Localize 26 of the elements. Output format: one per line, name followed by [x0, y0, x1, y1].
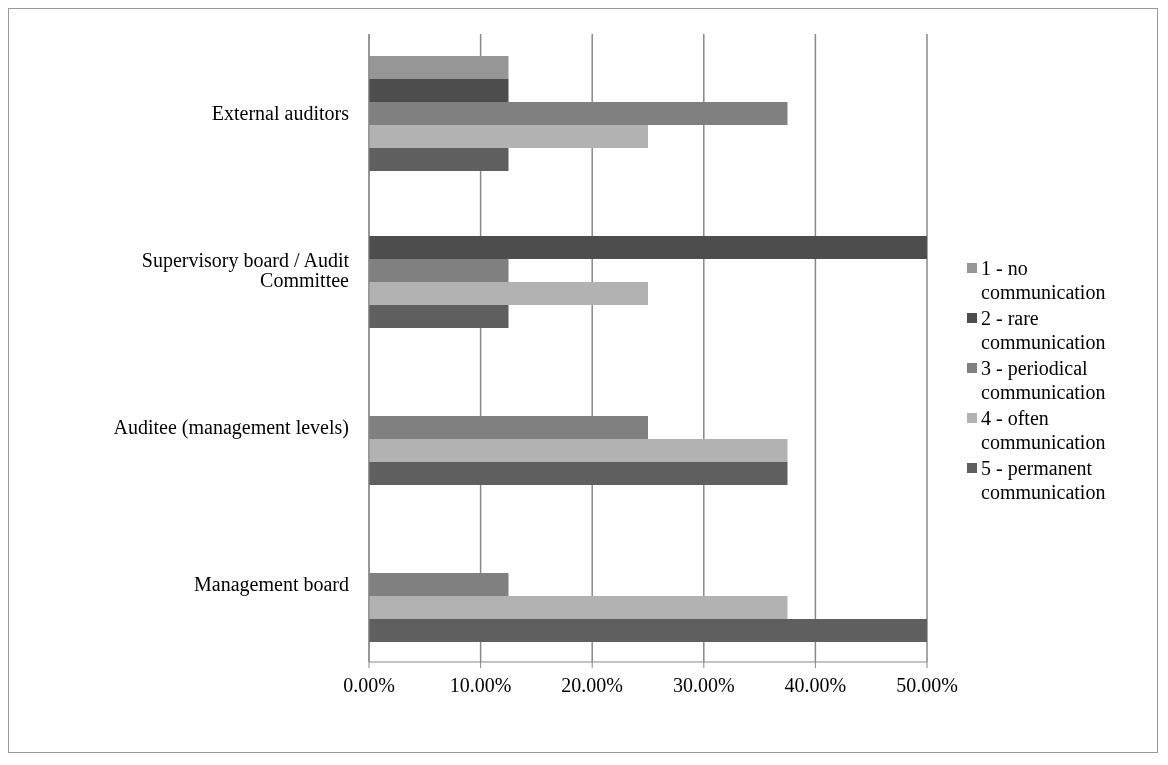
- x-tick-label: 20.00%: [561, 674, 624, 697]
- bar: [369, 618, 927, 642]
- bar: [369, 595, 788, 619]
- bar: [369, 281, 648, 305]
- x-tick-label: 0.00%: [343, 674, 395, 697]
- x-tick-label: 40.00%: [784, 674, 847, 697]
- bar: [369, 55, 509, 79]
- x-tick-label: 30.00%: [672, 674, 735, 697]
- x-tick-label: 50.00%: [896, 674, 958, 697]
- bar: [369, 147, 509, 171]
- legend-label: 2 - rare communication: [981, 305, 1107, 354]
- bar: [369, 461, 788, 485]
- bar: [369, 78, 509, 102]
- x-tick-label: 10.00%: [449, 674, 512, 697]
- bar: [369, 124, 648, 148]
- bar: [369, 438, 788, 462]
- legend-label: 1 - no communication: [981, 255, 1107, 304]
- legend-label: 5 - permanent communication: [981, 455, 1107, 504]
- bar: [369, 304, 509, 328]
- legend-label: 3 - periodical communication: [981, 355, 1107, 404]
- y-tick-label: Supervisory board / Audit Committee: [141, 248, 350, 291]
- legend-label: 4 - often communication: [981, 405, 1107, 454]
- bar: [369, 235, 927, 259]
- y-tick-label: Auditee (management levels): [113, 415, 349, 439]
- y-tick-label: External auditors: [211, 101, 350, 124]
- y-tick-label: Management board: [194, 572, 349, 596]
